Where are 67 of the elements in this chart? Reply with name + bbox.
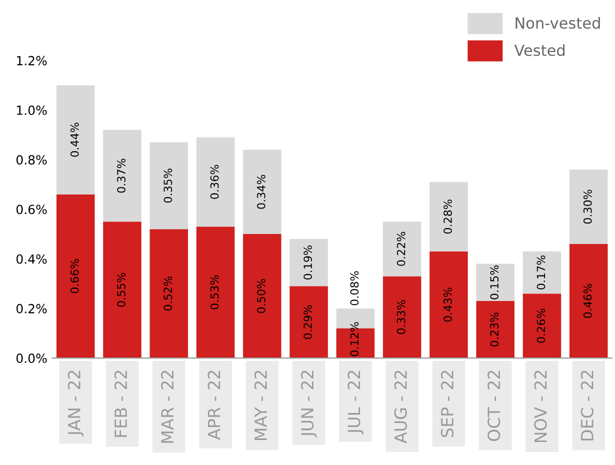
y-tick-label: 0.2% [16, 304, 47, 314]
y-tick-label: 1.0% [17, 106, 47, 115]
x-tick-label: JUL - 22 [348, 370, 364, 434]
data-label: 0.66% [70, 259, 79, 294]
data-label: 0.50% [256, 279, 266, 313]
data-label: 0.23% [490, 312, 499, 346]
data-label: 0.22% [396, 232, 406, 266]
data-label: 0.43% [444, 288, 452, 322]
data-label: 0.35% [164, 168, 172, 203]
data-label: 0.36% [210, 164, 219, 199]
x-tick-label: MAR - 22 [161, 370, 174, 443]
bar [569, 170, 608, 244]
data-label: 0.17% [536, 255, 546, 290]
data-label: 0.12% [350, 322, 359, 356]
bar [290, 286, 328, 358]
data-label: 0.30% [583, 190, 592, 224]
x-tick-label: NOV - 22 [534, 370, 547, 442]
data-label: 0.53% [210, 275, 219, 310]
x-tick-label: DEC - 22 [580, 370, 594, 440]
bar [522, 294, 562, 358]
legend-label: Non-vested [516, 16, 600, 29]
x-tick-label: SEP - 22 [440, 370, 454, 438]
bar [196, 226, 235, 358]
y-tick-label: 0.4% [16, 254, 47, 264]
bar [56, 194, 95, 358]
bar [103, 130, 142, 222]
bar [476, 264, 514, 302]
x-tick-label: OCT - 22 [488, 370, 500, 441]
data-label: 0.46% [583, 284, 592, 318]
bar [382, 222, 422, 276]
bar [569, 244, 608, 358]
data-label: 0.08% [350, 271, 359, 306]
bar [243, 234, 282, 358]
bar [243, 150, 282, 234]
bar [430, 182, 468, 252]
x-tick-label: MAY - 22 [254, 370, 267, 440]
data-label: 0.34% [256, 174, 266, 209]
y-tick-label: 0.8% [16, 155, 47, 165]
y-tick-label: 0.6% [16, 204, 47, 214]
x-tick-label: JUN - 22 [301, 370, 317, 438]
x-tick-label: APR - 22 [208, 370, 220, 440]
x-tick-label: FEB - 22 [114, 370, 127, 437]
y-tick-label: 1.2% [17, 56, 47, 66]
data-label: 0.26% [536, 308, 546, 343]
x-tick-label: JAN - 22 [68, 370, 84, 436]
legend-label: Vested [514, 44, 565, 56]
bar [430, 251, 468, 358]
bar [150, 142, 188, 230]
bar [103, 222, 142, 358]
data-label: 0.55% [117, 272, 126, 307]
data-label: 0.52% [164, 276, 172, 310]
data-label: 0.28% [444, 200, 452, 234]
data-label: 0.29% [304, 305, 312, 340]
y-tick-label: 0.0% [16, 354, 47, 363]
data-label: 0.15% [490, 265, 499, 300]
bar [522, 251, 562, 294]
bar [56, 85, 95, 194]
bar [290, 239, 328, 286]
data-label: 0.37% [117, 158, 126, 193]
data-label: 0.33% [396, 300, 406, 334]
bar [382, 276, 422, 358]
bar [476, 301, 514, 358]
x-tick-label: AUG - 22 [394, 370, 407, 444]
data-label: 0.44% [70, 122, 79, 157]
bar [150, 229, 188, 358]
bar [196, 137, 235, 227]
data-label: 0.19% [304, 246, 312, 280]
